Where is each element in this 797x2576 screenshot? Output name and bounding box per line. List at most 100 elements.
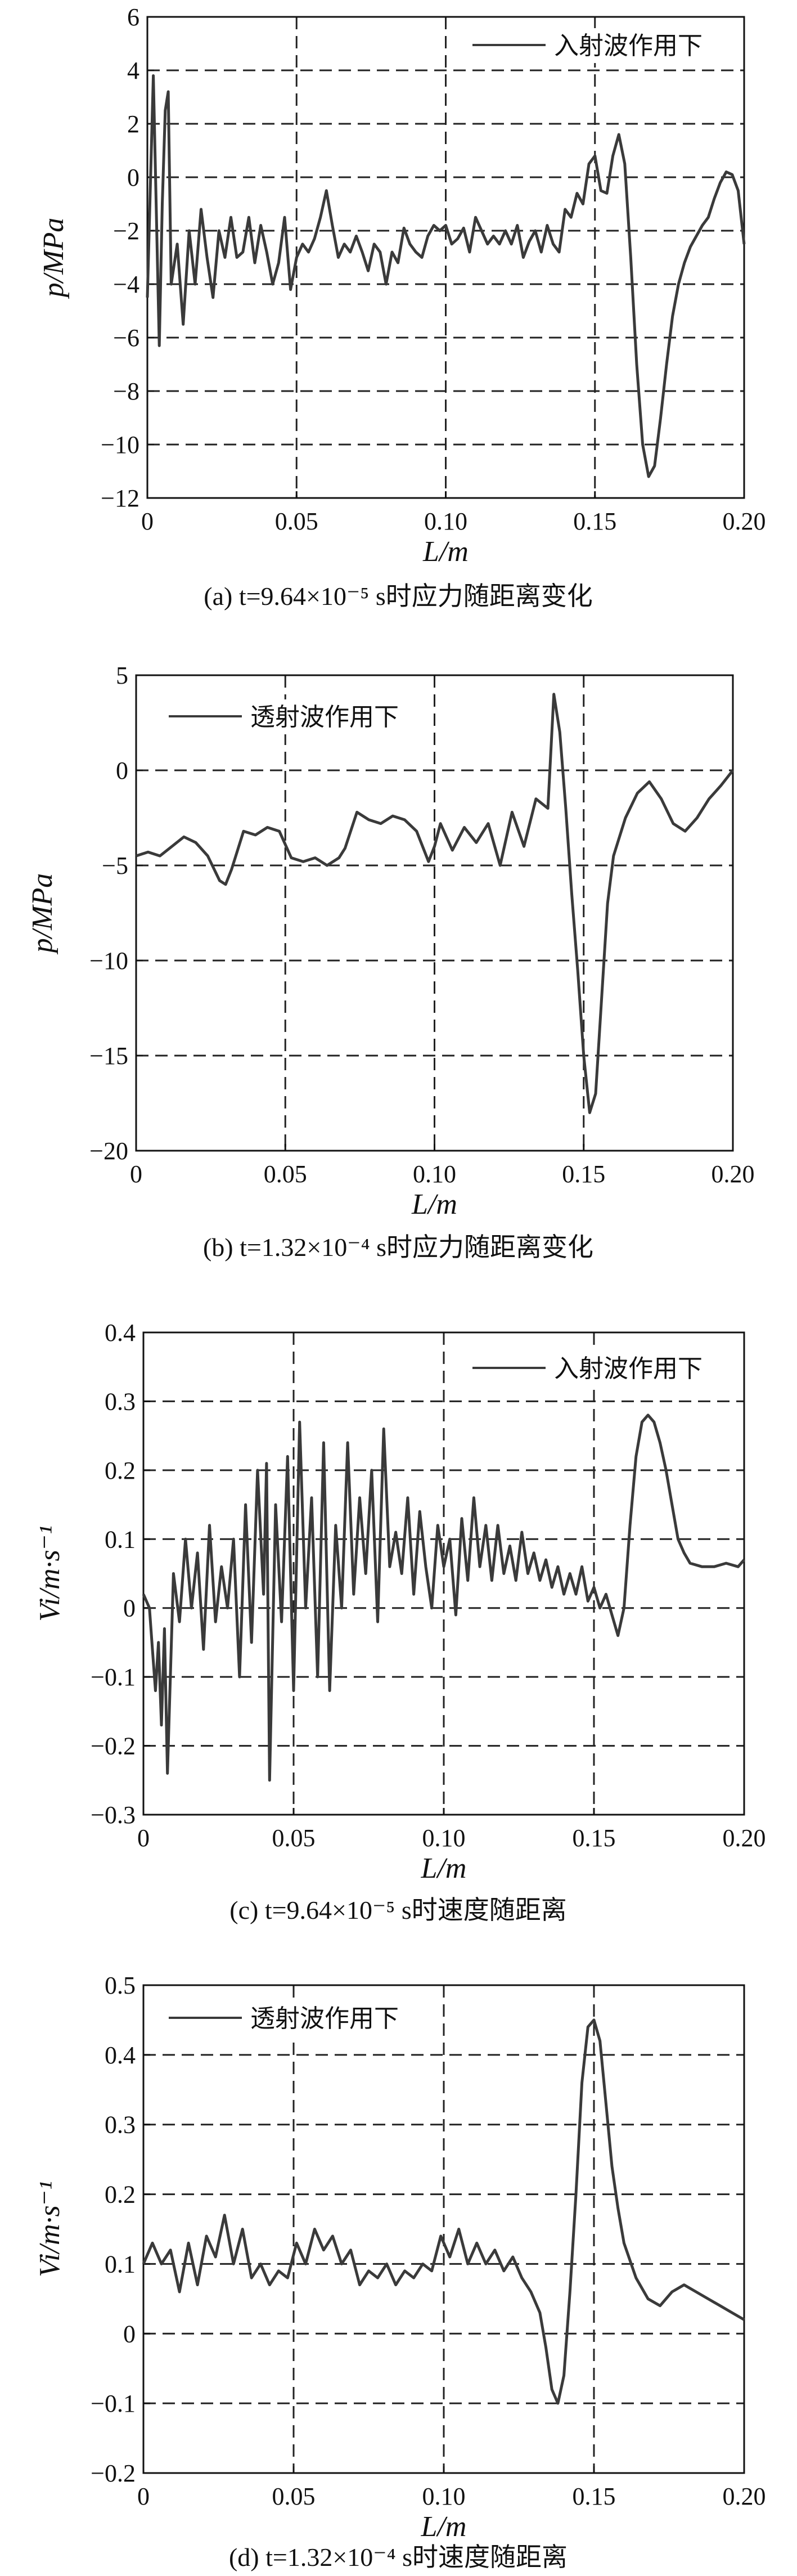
- data-point: [605, 1594, 607, 1595]
- data-point: [516, 225, 518, 226]
- data-point: [498, 243, 500, 245]
- legend: 入射波作用下: [461, 1351, 726, 1386]
- data-point: [599, 2040, 601, 2042]
- y-tick-label: 0.2: [105, 2181, 136, 2209]
- data-point: [157, 1641, 159, 1643]
- data-point: [452, 849, 453, 851]
- data-point: [164, 110, 166, 111]
- y-tick-label: 0.3: [105, 2111, 136, 2139]
- data-point: [619, 836, 620, 838]
- y-tick-label: 0.4: [105, 2041, 136, 2069]
- data-point: [582, 203, 584, 205]
- data-point: [649, 781, 650, 783]
- data-point: [136, 855, 137, 857]
- y-tick-label: −8: [113, 378, 139, 405]
- data-point: [708, 798, 710, 800]
- data-point: [671, 2291, 673, 2292]
- data-point: [487, 243, 488, 245]
- data-point: [188, 230, 190, 232]
- legend-label: 入射波作用下: [554, 1354, 703, 1383]
- x-tick-label: 0.20: [723, 508, 766, 535]
- x-tick-label: 0.20: [723, 2483, 766, 2510]
- data-point: [166, 1772, 168, 1774]
- x-tick-label: 0.15: [573, 508, 616, 535]
- data-point: [569, 1573, 571, 1574]
- data-point: [433, 225, 435, 226]
- data-point: [641, 1421, 643, 1423]
- data-point: [744, 243, 745, 245]
- data-point: [361, 252, 363, 253]
- data-point: [551, 1586, 553, 1588]
- data-point: [349, 252, 351, 253]
- data-point: [347, 1442, 349, 1443]
- data-point: [564, 209, 566, 210]
- data-point: [419, 1511, 421, 1513]
- data-point: [636, 363, 638, 365]
- x-tick-label: 0: [141, 508, 154, 535]
- data-point: [337, 257, 339, 258]
- data-point: [356, 811, 358, 813]
- data-point: [569, 2291, 571, 2292]
- data-point: [311, 1497, 313, 1498]
- data-point: [659, 2305, 661, 2306]
- y-tick-label: −12: [101, 484, 139, 512]
- data-point: [737, 190, 739, 191]
- data-point: [184, 1538, 186, 1540]
- x-tick-label: 0.10: [424, 508, 467, 535]
- data-point: [332, 2235, 334, 2237]
- data-point: [278, 2270, 280, 2272]
- data-point: [671, 1504, 673, 1506]
- data-point: [317, 1676, 318, 1678]
- data-point: [725, 1563, 727, 1564]
- y-tick-label: −5: [102, 852, 128, 879]
- data-point: [479, 1566, 481, 1568]
- data-point: [461, 1518, 463, 1519]
- data-point: [195, 842, 197, 843]
- data-point: [215, 2256, 217, 2258]
- data-point: [570, 217, 572, 218]
- x-tick-label: 0.15: [573, 2483, 616, 2510]
- data-point: [296, 2242, 298, 2244]
- y-tick-label: 0.1: [105, 1525, 136, 1553]
- data-point: [529, 241, 530, 243]
- data-point: [323, 1442, 325, 1443]
- data-point: [439, 230, 440, 232]
- data-point: [458, 2228, 460, 2230]
- data-point: [170, 2249, 172, 2251]
- data-point: [512, 2256, 514, 2258]
- data-point: [731, 2312, 733, 2314]
- data-point: [220, 1566, 222, 1568]
- data-point: [422, 2263, 424, 2265]
- data-point: [143, 2263, 145, 2265]
- data-point: [248, 217, 250, 218]
- data-point: [623, 2242, 625, 2244]
- data-point: [191, 1607, 192, 1609]
- data-point: [553, 693, 555, 695]
- data-point: [539, 2312, 541, 2314]
- data-point: [678, 284, 679, 285]
- data-point: [545, 1559, 547, 1561]
- data-point: [231, 868, 232, 870]
- data-point: [565, 807, 566, 809]
- data-point: [326, 865, 328, 867]
- data-point: [457, 238, 458, 240]
- data-point: [434, 846, 435, 847]
- data-point: [431, 1607, 433, 1609]
- data-point: [152, 2242, 154, 2244]
- data-point: [557, 2403, 559, 2404]
- data-point: [359, 1497, 361, 1498]
- data-point: [635, 2277, 637, 2279]
- chart-c: 0 0.05 0.10 0.15 0.200.40.30.20.10−0.1−0.2−0…: [34, 1319, 766, 1924]
- data-point: [473, 1497, 475, 1498]
- data-point: [648, 476, 650, 478]
- y-tick-label: 0.4: [105, 1319, 136, 1347]
- x-tick-label: 0.10: [422, 2483, 466, 2510]
- data-point: [653, 1421, 655, 1423]
- legend: 透射波作用下: [157, 2001, 422, 2036]
- data-point: [593, 2019, 595, 2021]
- data-point: [587, 1600, 589, 1602]
- y-tick-label: 0: [123, 1595, 136, 1622]
- data-point: [287, 2277, 289, 2279]
- data-point: [437, 1524, 439, 1526]
